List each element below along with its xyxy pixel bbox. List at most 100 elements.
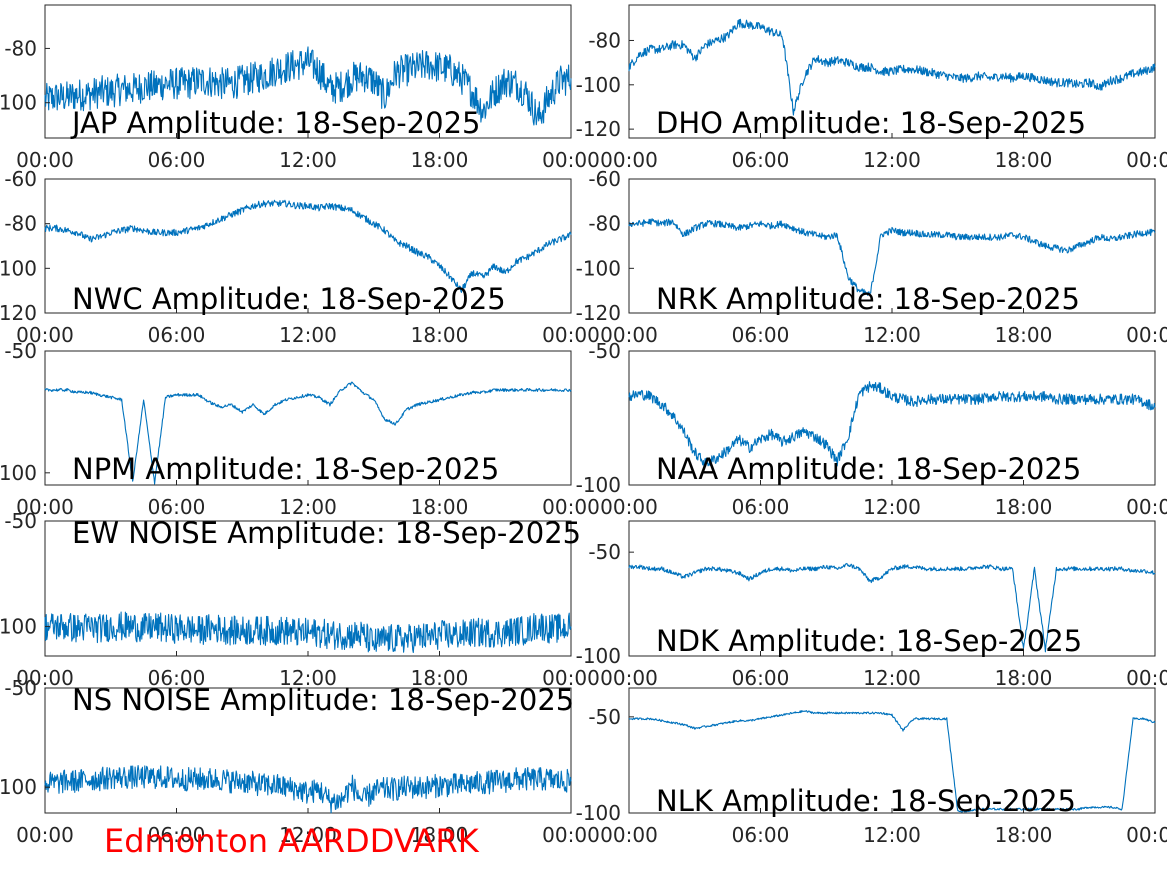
panel-8: 00:00 06:00 12:00 18:00 00:00 -50 -100 NDK Ampl… <box>576 520 1167 690</box>
panel-title: NLK Amplitude: 18-Sep-2025 <box>656 784 1076 818</box>
amplitude-trace <box>44 199 572 293</box>
y-tick-label: -120 <box>576 117 621 141</box>
axes-box <box>44 350 572 486</box>
x-tick-label: 12:00 <box>279 495 337 519</box>
x-tick-label: 12:00 <box>863 323 921 347</box>
x-tick-label: 00:00 <box>1126 323 1167 347</box>
y-tick-label: -80 <box>588 212 621 236</box>
amplitude-trace <box>628 381 1156 468</box>
x-tick-label: 18:00 <box>411 323 469 347</box>
amplitude-trace <box>44 46 572 126</box>
x-tick-label: 12:00 <box>863 823 921 847</box>
panel-4: 00:00 06:00 12:00 18:00 00:00 -60 -80 -100 -120 N… <box>576 167 1167 347</box>
y-tick-label: -100 <box>0 256 37 280</box>
x-tick-label: 06:00 <box>148 666 206 690</box>
x-tick-label: 00:00 <box>1126 666 1167 690</box>
panel-title: NAA Amplitude: 18-Sep-2025 <box>656 452 1081 486</box>
y-tick-label: -80 <box>4 36 37 60</box>
x-tick-label: 18:00 <box>411 495 469 519</box>
amplitude-trace <box>44 611 572 654</box>
y-tick-label: -100 <box>0 775 37 799</box>
x-tick-label: 00:00 <box>600 148 658 172</box>
y-tick-label: -50 <box>588 705 621 729</box>
panel-title: NWC Amplitude: 18-Sep-2025 <box>72 282 506 316</box>
x-tick-label: 18:00 <box>995 323 1053 347</box>
panel-1: 00:00 06:00 12:00 18:00 00:00 -80 -100 JAP Ampl… <box>0 4 600 172</box>
x-tick-label: 12:00 <box>863 495 921 519</box>
y-tick-label: -120 <box>0 301 37 325</box>
x-tick-label: 00:00 <box>542 495 600 519</box>
x-tick-label: 06:00 <box>732 148 790 172</box>
x-tick-label: 18:00 <box>995 148 1053 172</box>
x-tick-label: 06:00 <box>148 323 206 347</box>
x-tick-label: 00:00 <box>542 823 600 847</box>
x-tick-label: 00:00 <box>16 823 74 847</box>
x-tick-label: 00:00 <box>542 666 600 690</box>
y-tick-label: -50 <box>4 339 37 363</box>
amplitude-trace <box>628 218 1156 296</box>
x-tick-label: 00:00 <box>16 666 74 690</box>
axes-box <box>628 687 1156 814</box>
panel-5: 00:00 06:00 12:00 18:00 00:00 -50 -100 NPM Ampl… <box>0 339 600 519</box>
amplitude-trace <box>628 562 1156 653</box>
site-label: Edmonton AARDDVARK <box>104 822 479 860</box>
y-tick-label: -100 <box>576 256 621 280</box>
y-tick-label: -50 <box>4 509 37 533</box>
y-tick-label: -50 <box>588 339 621 363</box>
x-tick-label: 00:00 <box>542 323 600 347</box>
x-tick-label: 18:00 <box>411 666 469 690</box>
x-tick-label: 00:00 <box>600 823 658 847</box>
x-tick-label: 06:00 <box>732 666 790 690</box>
x-tick-label: 18:00 <box>411 148 469 172</box>
x-tick-label: 12:00 <box>279 666 337 690</box>
x-tick-label: 06:00 <box>732 495 790 519</box>
x-tick-label: 06:00 <box>148 823 206 847</box>
x-tick-label: 00:00 <box>1126 823 1167 847</box>
y-tick-label: -80 <box>588 28 621 52</box>
x-tick-label: 06:00 <box>148 495 206 519</box>
x-tick-label: 00:00 <box>600 666 658 690</box>
x-tick-label: 00:00 <box>600 495 658 519</box>
x-tick-label: 06:00 <box>732 823 790 847</box>
y-tick-label: -100 <box>0 614 37 638</box>
x-tick-label: 12:00 <box>279 148 337 172</box>
y-tick-label: -60 <box>4 167 37 191</box>
panel-title: JAP Amplitude: 18-Sep-2025 <box>70 106 480 140</box>
x-tick-label: 12:00 <box>863 148 921 172</box>
y-tick-label: -100 <box>576 644 621 668</box>
panel-title: EW NOISE Amplitude: 18-Sep-2025 <box>72 516 581 550</box>
x-tick-label: 12:00 <box>279 823 337 847</box>
panel-title: NDK Amplitude: 18-Sep-2025 <box>656 624 1082 658</box>
amplitude-trace <box>628 18 1156 116</box>
y-tick-label: -120 <box>576 301 621 325</box>
panel-3: 00:00 06:00 12:00 18:00 00:00 -60 -80 -100 -120 N… <box>0 167 600 347</box>
y-tick-label: -100 <box>576 801 621 825</box>
axes-box <box>628 178 1156 314</box>
y-tick-label: -100 <box>0 461 37 485</box>
panel-9: 00:00 06:00 12:00 18:00 00:00 -50 -100 NS NOISE… <box>0 676 600 847</box>
y-tick-label: -100 <box>576 473 621 497</box>
y-tick-label: -60 <box>588 167 621 191</box>
y-tick-label: -50 <box>4 676 37 700</box>
panel-title: NRK Amplitude: 18-Sep-2025 <box>656 282 1080 316</box>
panel-7: 00:00 06:00 12:00 18:00 00:00 -50 -100 EW NOISE… <box>0 509 600 690</box>
y-tick-label: -100 <box>576 73 621 97</box>
x-tick-label: 00:00 <box>16 323 74 347</box>
panel-title: NS NOISE Amplitude: 18-Sep-2025 <box>72 683 574 717</box>
x-tick-label: 06:00 <box>732 323 790 347</box>
x-tick-label: 00:00 <box>1126 148 1167 172</box>
x-tick-label: 00:00 <box>600 323 658 347</box>
panel-title: DHO Amplitude: 18-Sep-2025 <box>656 106 1086 140</box>
x-tick-label: 06:00 <box>148 148 206 172</box>
panel-10: 00:00 06:00 12:00 18:00 00:00 -50 -100 NLK Ampl… <box>576 687 1167 847</box>
x-tick-label: 18:00 <box>995 666 1053 690</box>
panel-2: 00:00 06:00 12:00 18:00 00:00 -80 -100 -120 DHO … <box>576 4 1167 172</box>
y-tick-label: -50 <box>588 540 621 564</box>
y-tick-label: -100 <box>0 91 37 115</box>
x-tick-label: 00:00 <box>1126 495 1167 519</box>
x-tick-label: 18:00 <box>995 495 1053 519</box>
x-tick-label: 12:00 <box>279 323 337 347</box>
x-tick-label: 18:00 <box>411 823 469 847</box>
amplitude-trace <box>44 381 572 485</box>
